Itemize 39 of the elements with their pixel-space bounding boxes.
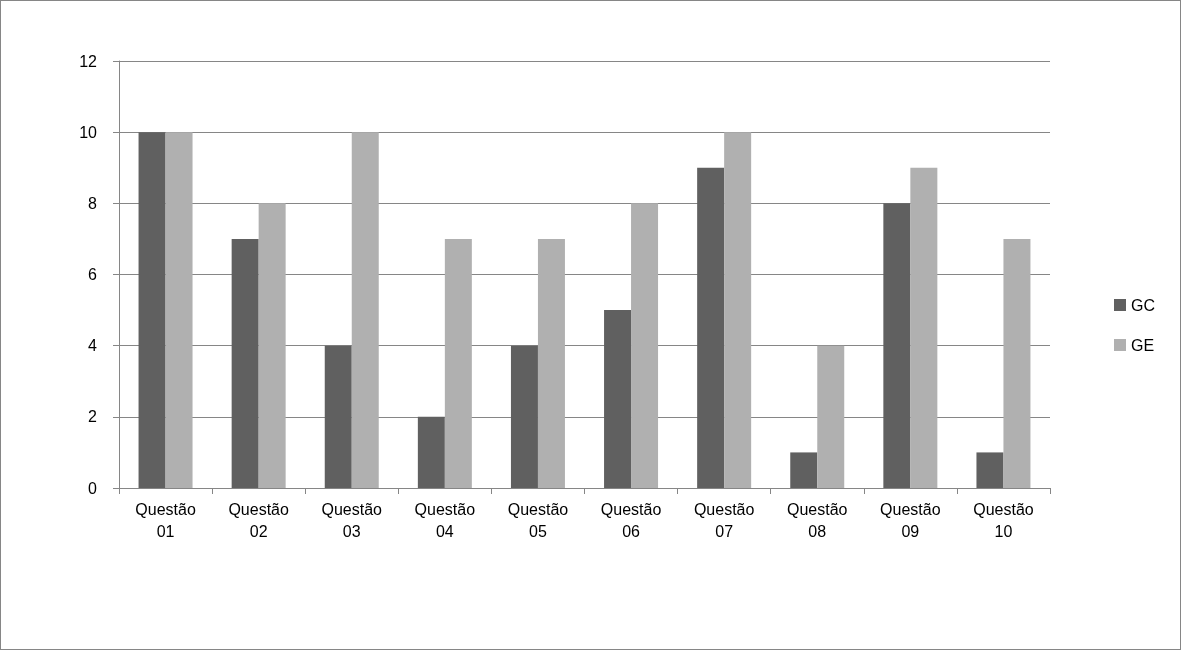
- x-tick-label: Questão 06: [600, 500, 662, 540]
- bar: [258, 203, 286, 488]
- y-tick-label: 4: [88, 337, 98, 355]
- bar: [324, 345, 352, 488]
- bar: [1003, 238, 1031, 488]
- x-tick-label: Questão 09: [880, 500, 941, 540]
- bar: [444, 238, 472, 488]
- bar: [790, 452, 818, 488]
- bar: [724, 132, 752, 488]
- bar: [604, 310, 632, 488]
- bar: [976, 452, 1004, 488]
- bar: [510, 345, 538, 488]
- bar: [165, 132, 193, 488]
- legend-label: GE: [1131, 336, 1155, 354]
- x-tick-label: Questão 01: [135, 500, 196, 540]
- bar: [351, 132, 379, 488]
- x-tick-label: Questão 04: [414, 500, 476, 540]
- legend-label: GC: [1131, 296, 1155, 314]
- x-tick-label: Questão 05: [507, 500, 569, 540]
- bar: [697, 167, 725, 488]
- bar: [817, 345, 845, 488]
- y-tick-label: 8: [88, 194, 98, 212]
- bar: [631, 203, 659, 488]
- x-tick-label: Questão 08: [787, 500, 848, 540]
- x-tick-label: Questão 03: [321, 500, 383, 540]
- y-tick-label: 0: [88, 479, 98, 497]
- x-tick-label: Questão 10: [973, 500, 1034, 540]
- y-tick-label: 2: [88, 408, 98, 426]
- y-tick-label: 12: [79, 52, 98, 70]
- bar: [417, 416, 445, 488]
- x-tick-label: Questão 02: [228, 500, 289, 540]
- bar: [231, 238, 259, 488]
- x-tick-label: Questão 07: [693, 500, 755, 540]
- y-tick-label: 10: [79, 123, 98, 141]
- bar: [883, 203, 911, 488]
- y-tick-label: 6: [88, 266, 98, 283]
- bar: [910, 167, 938, 488]
- bar: [537, 238, 565, 488]
- bar: [138, 132, 166, 488]
